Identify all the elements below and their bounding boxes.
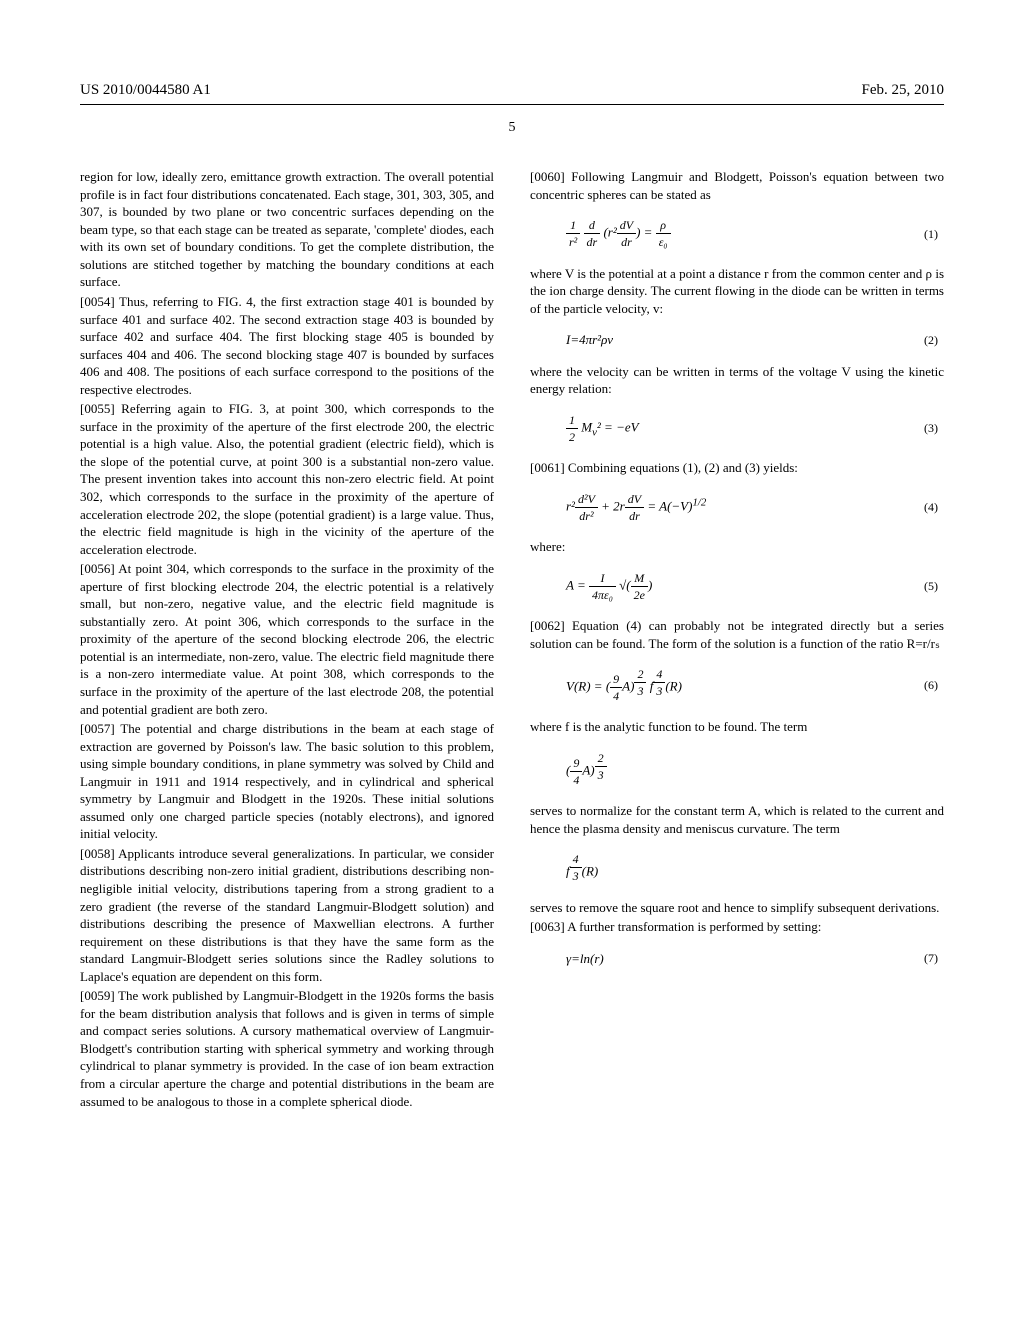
para-0062b: where f is the analytic function to be f… <box>530 718 944 736</box>
para-0062: [0062] Equation (4) can probably not be … <box>530 617 944 652</box>
left-column: region for low, ideally zero, emittance … <box>80 168 494 1112</box>
para-0060: [0060] Following Langmuir and Blodgett, … <box>530 168 944 203</box>
equation-2: I=4πr²ρv (2) <box>530 331 944 349</box>
para-0061b: where: <box>530 538 944 556</box>
para-0053-tail: region for low, ideally zero, emittance … <box>80 168 494 291</box>
equation-3: 12 Mv² = −eV (3) <box>530 412 944 445</box>
para-0060b: where V is the potential at a point a di… <box>530 265 944 318</box>
para-0059: [0059] The work published by Langmuir-Bl… <box>80 987 494 1110</box>
equation-4: r²d²Vdr² + 2rdVdr = A(−V)1/2 (4) <box>530 491 944 524</box>
para-0060c: where the velocity can be written in ter… <box>530 363 944 398</box>
term-9-4-A: (94A)23 <box>530 750 944 788</box>
para-0055: [0055] Referring again to FIG. 3, at poi… <box>80 400 494 558</box>
patent-page: US 2010/0044580 A1 Feb. 25, 2010 5 regio… <box>0 0 1024 1320</box>
para-0062c: serves to normalize for the constant ter… <box>530 802 944 837</box>
equation-7: γ=ln(r) (7) <box>530 950 944 968</box>
para-0054: [0054] Thus, referring to FIG. 4, the fi… <box>80 293 494 398</box>
right-column: [0060] Following Langmuir and Blodgett, … <box>530 168 944 1112</box>
publication-date: Feb. 25, 2010 <box>862 80 945 100</box>
header-rule <box>80 104 944 105</box>
equation-1: 1r² ddr (r²dVdr) = ρε₀ (1) <box>530 217 944 250</box>
para-0058: [0058] Applicants introduce several gene… <box>80 845 494 985</box>
para-0063: [0063] A further transformation is perfo… <box>530 918 944 936</box>
para-0056: [0056] At point 304, which corresponds t… <box>80 560 494 718</box>
content-columns: region for low, ideally zero, emittance … <box>80 168 944 1112</box>
equation-5: A = I4πε₀ √(M2e) (5) <box>530 570 944 603</box>
page-header: US 2010/0044580 A1 Feb. 25, 2010 <box>80 80 944 100</box>
term-f-4-3: f43(R) <box>530 851 944 884</box>
page-number: 5 <box>80 119 944 138</box>
equation-6: V(R) = (94A)23 f43(R) (6) <box>530 666 944 704</box>
para-0057: [0057] The potential and charge distribu… <box>80 720 494 843</box>
para-0061: [0061] Combining equations (1), (2) and … <box>530 459 944 477</box>
publication-number: US 2010/0044580 A1 <box>80 80 211 100</box>
para-0062d: serves to remove the square root and hen… <box>530 899 944 917</box>
